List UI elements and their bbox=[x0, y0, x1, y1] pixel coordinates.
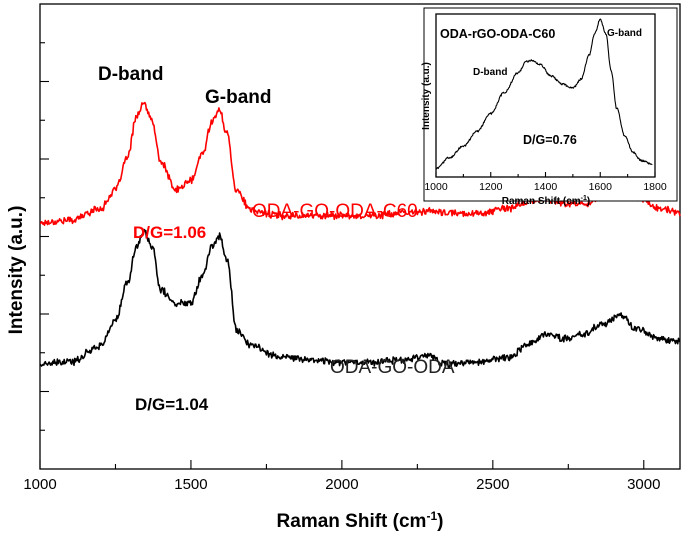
x-tick-label: 1500 bbox=[174, 476, 207, 493]
inset-y-axis-title: Intensity (a.u.) bbox=[421, 62, 432, 130]
black-series-name-label: ODA-GO-ODA bbox=[330, 357, 455, 378]
inset-x-tick-label: 1600 bbox=[589, 181, 613, 193]
x-tick-label: 2500 bbox=[476, 476, 509, 493]
inset-series-line bbox=[435, 18, 653, 170]
main-series-lines bbox=[39, 101, 681, 369]
x-tick-label: 2000 bbox=[325, 476, 358, 493]
inset-x-tick-labels: 1000 1200 1400 1600 1800 bbox=[424, 181, 667, 193]
inset-series-lines bbox=[435, 18, 653, 170]
inset-x-tick-label: 1800 bbox=[643, 181, 667, 193]
red-series-ratio-label: D/G=1.06 bbox=[133, 223, 206, 242]
main-y-axis-title: Intensity (a.u.) bbox=[6, 206, 27, 335]
main-x-tick-labels: 1000 1500 2000 2500 3000 bbox=[23, 476, 660, 493]
inset-x-tick-label: 1200 bbox=[479, 181, 503, 193]
black-series-ratio-label: D/G=1.04 bbox=[135, 395, 209, 414]
x-tick-label: 3000 bbox=[627, 476, 660, 493]
main-x-axis-title: Raman Shift (cm-1) bbox=[277, 509, 444, 532]
inset-axis-ticks bbox=[435, 172, 656, 177]
g-band-label: G-band bbox=[205, 87, 272, 108]
series-line-oda-go-oda bbox=[39, 228, 681, 369]
inset-x-axis-title: Raman Shift (cm-1) bbox=[502, 195, 590, 207]
inset-background bbox=[423, 7, 678, 202]
inset-x-tick-label: 1400 bbox=[534, 181, 558, 193]
x-tick-label: 1000 bbox=[23, 476, 56, 493]
d-band-label: D-band bbox=[98, 64, 163, 85]
red-series-name-label: ODA-GO-ODA-C60 bbox=[252, 201, 418, 222]
inset-d-band-label: D-band bbox=[473, 67, 507, 78]
inset-g-band-label: G-band bbox=[607, 28, 642, 39]
inset-plot: 1000 1200 1400 1600 1800 ODA-rGO-ODA-C60 D-b… bbox=[421, 7, 678, 207]
inset-x-tick-label: 1000 bbox=[424, 181, 448, 193]
inset-ratio-label: D/G=0.76 bbox=[523, 133, 577, 147]
main-plot: 1000 1500 2000 2500 3000 Raman Shift (cm-1) … bbox=[6, 3, 681, 532]
series-line-oda-go-oda-c60 bbox=[39, 101, 681, 226]
inset-title: ODA-rGO-ODA-C60 bbox=[440, 27, 555, 41]
main-axis-ticks bbox=[39, 42, 645, 469]
